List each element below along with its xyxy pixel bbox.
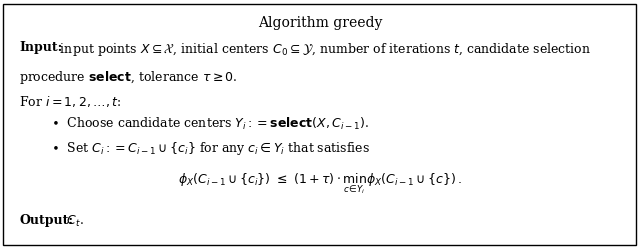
Text: $\phi_X\left(C_{i-1} \cup \{c_i\}\right) \ \leq \ (1+\tau) \cdot \min_{c \in Y_i: $\phi_X\left(C_{i-1} \cup \{c_i\}\right)… (178, 171, 462, 196)
FancyBboxPatch shape (3, 4, 636, 245)
Text: For $i = 1, 2, \ldots, t$:: For $i = 1, 2, \ldots, t$: (19, 94, 122, 109)
Text: $\bullet$  Choose candidate centers $Y_i := \mathbf{select}(X, C_{i-1})$.: $\bullet$ Choose candidate centers $Y_i … (51, 116, 369, 132)
Text: Algorithm greedy: Algorithm greedy (258, 16, 382, 30)
Text: $C_t$.: $C_t$. (63, 214, 84, 229)
Text: Output:: Output: (19, 214, 73, 227)
Text: input points $X \subseteq \mathcal{X}$, initial centers $C_0 \subseteq \mathcal{: input points $X \subseteq \mathcal{X}$, … (56, 41, 591, 58)
Text: Input:: Input: (19, 41, 63, 54)
Text: $\bullet$  Set $C_i := C_{i-1} \cup \{c_i\}$ for any $c_i \in Y_i$ that satisfie: $\bullet$ Set $C_i := C_{i-1} \cup \{c_i… (51, 140, 371, 157)
Text: procedure $\mathbf{select}$, tolerance $\tau \geq 0$.: procedure $\mathbf{select}$, tolerance $… (19, 69, 238, 86)
